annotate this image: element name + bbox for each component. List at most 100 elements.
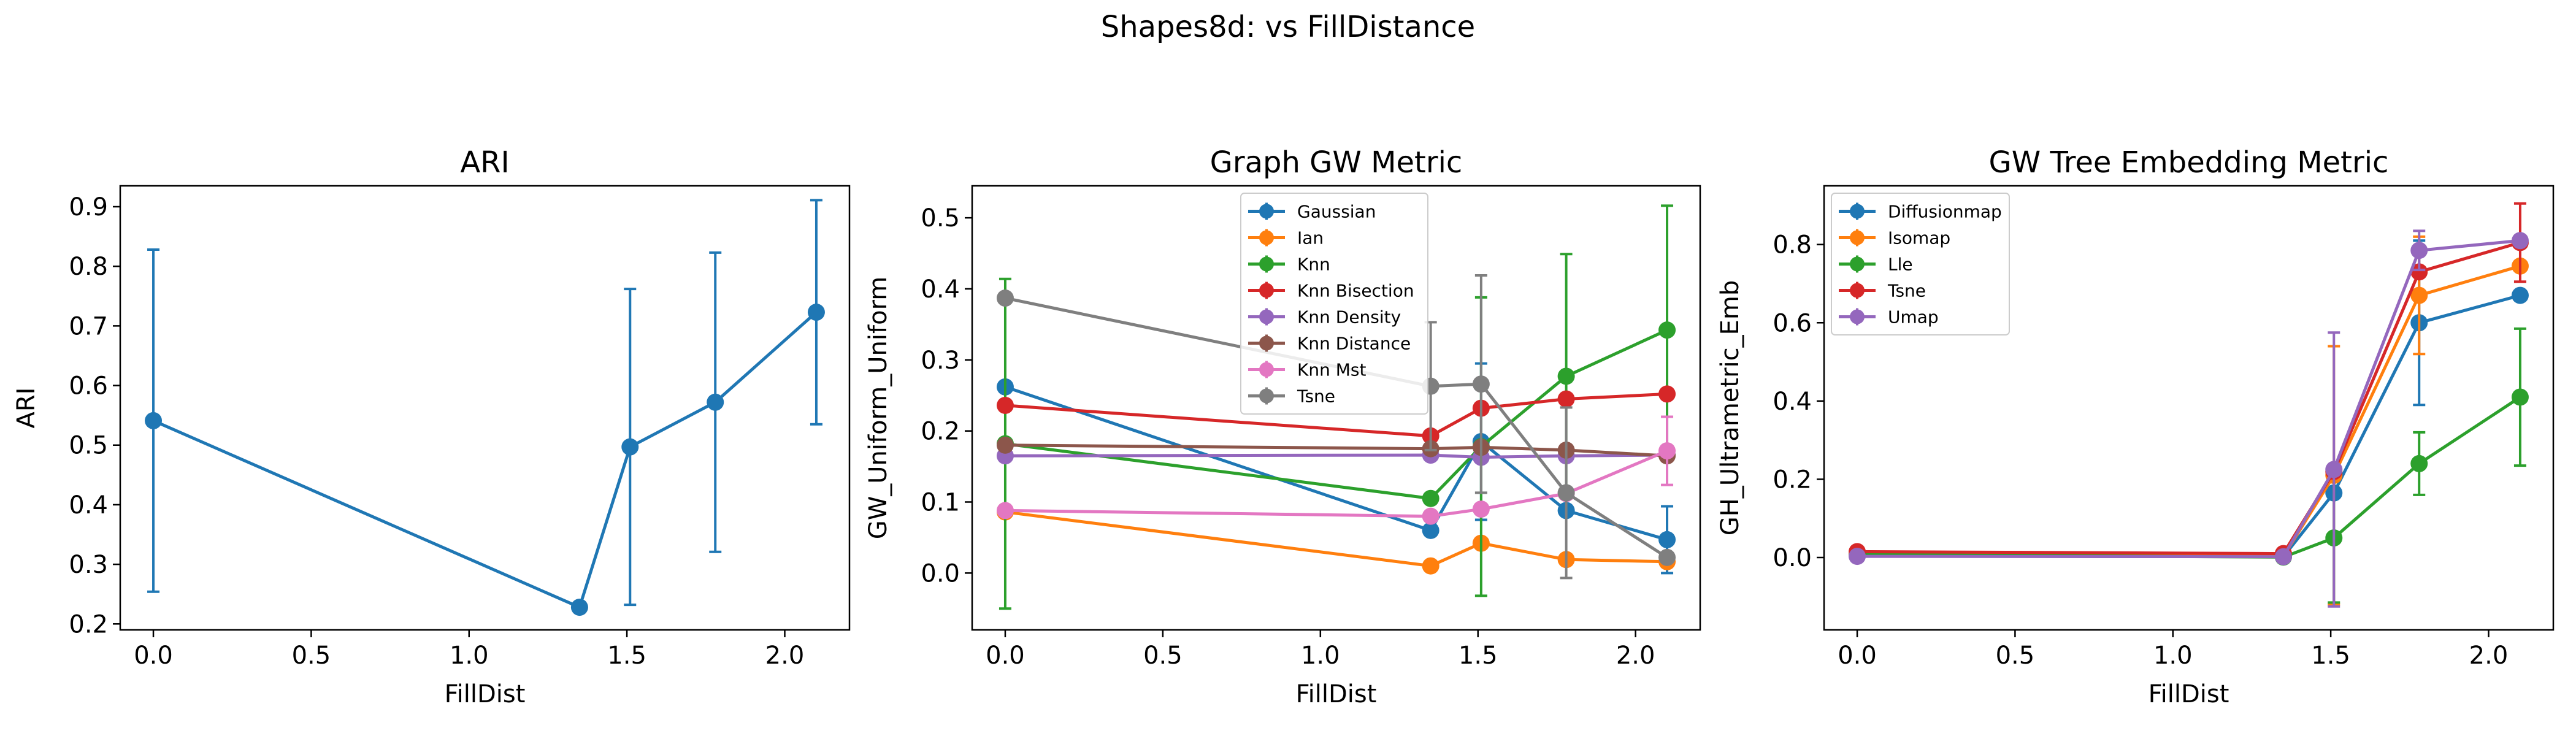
data-point — [2410, 286, 2428, 304]
data-point — [2410, 454, 2428, 472]
x-axis-label: FillDist — [1296, 680, 1377, 708]
data-point — [1557, 390, 1575, 408]
plot-frame — [1823, 185, 2555, 631]
series-1 — [145, 199, 825, 616]
chart-panel-2: 0.0 0.5 1.0 1.5 2.0 0.0 0.1 0.2 0.3 0.4 0.5 Graph G… — [864, 145, 1701, 708]
legend-box — [1831, 193, 2010, 335]
data-point — [1422, 489, 1439, 507]
legend-item: Isomap — [1839, 228, 1950, 248]
y-tick-label: 0.7 — [69, 312, 108, 340]
data-point — [1658, 321, 1676, 339]
data-point — [996, 289, 1014, 307]
y-tick-label: 0.1 — [921, 488, 960, 516]
y-tick-label: 0.5 — [69, 432, 108, 460]
data-point — [2325, 461, 2343, 478]
y-tick-label: 0.3 — [921, 347, 960, 375]
y-axis-label: GW_Uniform_Uniform — [864, 277, 892, 540]
y-tick-label: 0.0 — [1773, 544, 1812, 572]
legend-swatch-marker — [1259, 204, 1274, 219]
y-tick-label: 0.6 — [69, 372, 108, 401]
y-tick-label: 0.4 — [1773, 388, 1812, 416]
y-tick-label: 0.9 — [69, 193, 108, 221]
y-axis-label: GH_Ultrametric_Emb — [1716, 280, 1744, 536]
legend: Diffusionmap Isomap Lle Tsne Umap — [1831, 193, 2010, 335]
legend-swatch-marker — [1259, 388, 1274, 404]
data-point — [1557, 367, 1575, 385]
legend-label: Ian — [1297, 228, 1324, 248]
y-tick-label: 0.4 — [69, 491, 108, 519]
legend-item: Tsne — [1839, 281, 1926, 301]
x-tick-label: 1.5 — [1459, 642, 1498, 670]
chart-panels: 0.0 0.5 1.0 1.5 2.0 0.2 0.3 0.4 0.5 0.6 0.7 0.8 0.9 A… — [12, 145, 2555, 708]
data-point — [145, 412, 163, 429]
data-point — [2410, 263, 2428, 281]
legend-swatch-marker — [1850, 204, 1865, 219]
data-point — [996, 436, 1014, 454]
legend-swatch-marker — [1850, 283, 1865, 298]
data-point — [996, 502, 1014, 519]
data-point — [1658, 442, 1676, 460]
data-point — [1422, 507, 1439, 525]
x-tick-label: 1.0 — [450, 642, 489, 670]
y-tick-label: 0.3 — [69, 551, 108, 579]
legend-swatch-marker — [1259, 283, 1274, 298]
plot-frame — [971, 185, 1701, 631]
y-tick-label: 0.2 — [1773, 466, 1812, 494]
legend-label: Isomap — [1888, 228, 1950, 248]
legend-label: Knn Bisection — [1297, 281, 1414, 301]
x-tick-label: 0.5 — [292, 642, 331, 670]
x-tick-label: 0.5 — [1143, 642, 1183, 670]
data-point — [1472, 375, 1490, 393]
legend-item: Knn Distance — [1248, 334, 1411, 354]
y-tick-label: 0.2 — [69, 610, 108, 638]
data-point — [1849, 548, 1866, 565]
data-point — [807, 304, 825, 321]
x-axis-label: FillDist — [445, 680, 526, 708]
legend-label: Gaussian — [1297, 202, 1376, 222]
legend-label: Knn Density — [1297, 307, 1401, 328]
x-tick-label: 2.0 — [765, 642, 805, 670]
legend-swatch-marker — [1259, 230, 1274, 245]
legend-box — [1240, 193, 1428, 415]
chart-title: GW Tree Embedding Metric — [1989, 145, 2389, 180]
legend-swatch-marker — [1259, 309, 1274, 324]
data-point — [2511, 388, 2529, 406]
legend-label: Umap — [1888, 307, 1939, 328]
x-tick-label: 0.0 — [1838, 642, 1877, 670]
y-tick-label: 0.0 — [921, 559, 960, 588]
x-tick-label: 0.0 — [134, 642, 173, 670]
data-point — [707, 393, 724, 411]
x-tick-label: 2.0 — [2469, 642, 2509, 670]
chart-title: ARI — [460, 145, 509, 180]
legend-label: Tsne — [1887, 281, 1926, 301]
legend-item: Lle — [1839, 255, 1913, 275]
data-point — [2511, 232, 2529, 250]
data-point — [621, 438, 639, 456]
data-point — [2410, 242, 2428, 259]
data-point — [996, 396, 1014, 414]
y-tick-label: 0.5 — [921, 204, 960, 232]
data-point — [2511, 286, 2529, 304]
chart-panel-1: 0.0 0.5 1.0 1.5 2.0 0.2 0.3 0.4 0.5 0.6 0.7 0.8 0.9 A… — [12, 145, 851, 708]
data-point — [1472, 500, 1490, 518]
x-axis-label: FillDist — [2149, 680, 2229, 708]
y-tick-label: 0.8 — [1773, 231, 1812, 259]
data-point — [2274, 548, 2292, 565]
legend-item: Umap — [1839, 307, 1939, 328]
data-point — [1658, 385, 1676, 403]
legend-swatch-marker — [1259, 335, 1274, 351]
legend-swatch-marker — [1850, 230, 1865, 245]
legend-swatch-marker — [1850, 256, 1865, 272]
x-tick-label: 2.0 — [1616, 642, 1655, 670]
x-tick-label: 1.0 — [1301, 642, 1340, 670]
chart-title: Graph GW Metric — [1210, 145, 1463, 180]
y-tick-label: 0.2 — [921, 418, 960, 446]
y-axis-label: ARI — [12, 388, 40, 429]
x-tick-label: 1.0 — [2153, 642, 2193, 670]
legend-item: Gaussian — [1248, 202, 1376, 222]
x-tick-label: 0.0 — [986, 642, 1025, 670]
legend-item: Ian — [1248, 228, 1324, 248]
y-tick-label: 0.6 — [1773, 309, 1812, 337]
legend-label: Lle — [1888, 255, 1913, 275]
